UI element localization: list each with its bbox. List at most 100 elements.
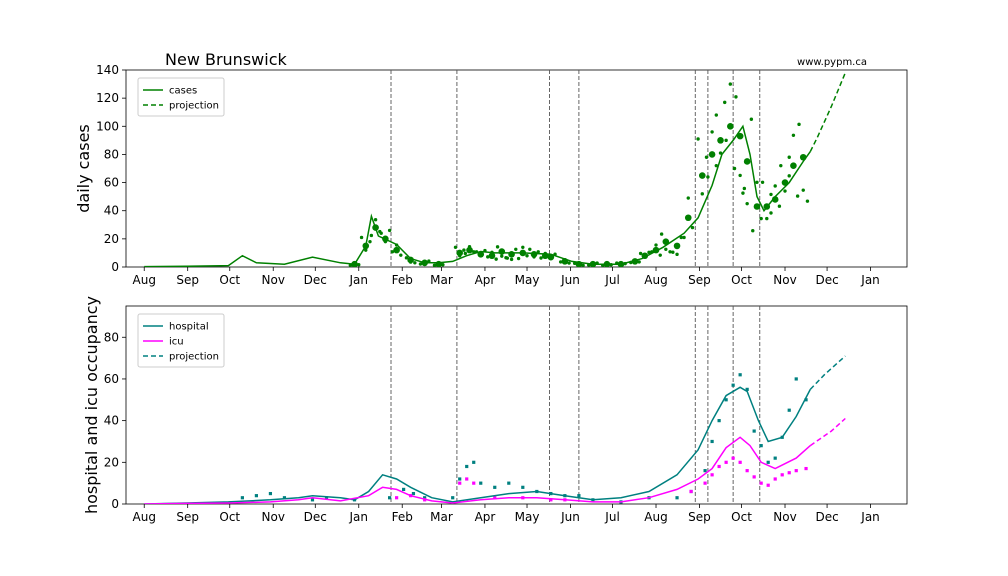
daily-case-dot: [539, 256, 543, 260]
icu-dot: [710, 473, 714, 477]
daily-case-dot: [675, 252, 679, 257]
y-tick-label: 80: [104, 330, 119, 344]
daily-case-dot: [682, 235, 686, 240]
x-tick-label: Nov: [773, 510, 796, 524]
icu-dot: [395, 496, 399, 500]
x-tick-label: Jun: [560, 510, 580, 524]
x-tick-label: Oct: [219, 273, 240, 287]
daily-case-dot: [432, 263, 437, 267]
daily-case-dot: [751, 228, 755, 233]
daily-case-dot: [679, 235, 683, 240]
y-tick-label: 120: [96, 91, 119, 105]
weekly-case-marker: [673, 242, 681, 250]
cases-chart: 0 20 40 60 80 100 120 140 Aug Sep Oct Nov Dec Jan Feb M…: [74, 63, 908, 287]
hospital-dot: [731, 383, 735, 387]
daily-case-dot: [462, 248, 466, 252]
x-tick-label: Dec: [815, 273, 838, 287]
hospital-dot: [254, 494, 259, 498]
x-tick-label: Aug: [133, 273, 156, 287]
hospital-dot: [717, 419, 721, 423]
daily-case-dot: [704, 155, 709, 159]
hospital-dot: [804, 398, 808, 402]
hospital-dot: [423, 496, 427, 500]
series-cases: [144, 124, 811, 267]
x-tick-label: Dec: [304, 273, 327, 287]
daily-case-dot: [741, 191, 745, 195]
x-tick-label: Dec: [815, 510, 838, 524]
x-tick-label: Jul: [604, 273, 619, 287]
plot-area: [144, 72, 846, 267]
icu-dot: [745, 469, 749, 473]
daily-case-dot: [364, 248, 368, 252]
daily-case-dot: [528, 247, 532, 251]
icu-dot: [738, 460, 742, 464]
daily-case-dot: [427, 259, 431, 263]
daily-case-dot: [734, 95, 738, 99]
x-tick-label: Sep: [176, 510, 199, 524]
daily-case-dot: [659, 232, 664, 236]
hospital-dot: [675, 496, 679, 500]
hospital-dot: [794, 377, 798, 381]
source-label: www.pypm.ca: [797, 57, 867, 68]
daily-case-dot: [742, 186, 747, 191]
daily-case-dot: [390, 250, 395, 254]
weekly-case-marker: [727, 122, 734, 130]
daily-case-dot: [373, 218, 378, 222]
daily-case-dot: [500, 254, 504, 258]
hospital-dot: [388, 496, 392, 500]
plot-frame: [125, 305, 908, 505]
x-tick-label: Nov: [262, 510, 285, 524]
hospital-dot: [703, 469, 707, 473]
occupancy-chart: 0 20 40 60 80 Aug Sep Oct Nov Dec Jan Feb Mar Apr May J…: [82, 296, 908, 524]
daily-case-dot: [379, 231, 383, 235]
hospital-dot: [402, 487, 406, 492]
x-tick-label: May: [515, 273, 540, 287]
legend-label: hospital: [169, 322, 209, 333]
weekly-case-marker: [684, 214, 692, 222]
icu-dot: [794, 469, 798, 473]
daily-case-dot: [791, 133, 796, 137]
x-tick-label: Dec: [304, 510, 327, 524]
daily-case-dot: [769, 192, 773, 197]
daily-case-dot: [418, 262, 423, 266]
daily-case-dot: [690, 225, 695, 230]
series-projection: [809, 355, 846, 390]
daily-case-dot: [724, 138, 728, 143]
daily-case-dot: [765, 216, 769, 221]
daily-case-dot: [797, 122, 801, 127]
daily-case-dot: [714, 163, 719, 168]
daily-case-dot: [795, 194, 800, 198]
x-tick-label: Mar: [430, 273, 453, 287]
y-tick-label: 60: [104, 176, 119, 190]
daily-case-dot: [509, 257, 514, 262]
hospital-dot: [479, 481, 483, 485]
daily-case-dot: [783, 189, 787, 193]
x-tick-label: Jan: [860, 273, 880, 287]
icu-dot: [458, 481, 462, 485]
daily-case-dot: [399, 253, 403, 257]
daily-case-dot: [745, 201, 749, 206]
hospital-dot: [310, 498, 315, 502]
weekly-case-marker: [508, 251, 515, 258]
plot-area: [144, 355, 846, 504]
daily-case-dot: [759, 216, 763, 221]
y-tick-label: 100: [96, 119, 119, 133]
daily-case-dot: [777, 204, 782, 208]
hospital-dot: [451, 496, 455, 500]
weekly-case-marker: [753, 203, 761, 210]
daily-case-dot: [700, 192, 704, 196]
hospital-dot: [324, 496, 329, 500]
daily-case-dot: [714, 113, 719, 117]
y-tick-label: 20: [104, 455, 119, 469]
hospital-dot: [745, 387, 749, 391]
daily-case-dot: [514, 247, 518, 251]
weekly-case-marker: [662, 238, 670, 245]
daily-case-dot: [773, 184, 777, 188]
hospital-dot: [766, 460, 770, 464]
daily-case-dot: [581, 263, 585, 267]
daily-case-dot: [387, 228, 392, 233]
daily-case-dot: [801, 188, 805, 192]
icu-dot: [787, 471, 791, 475]
x-tick-label: Jun: [560, 273, 580, 287]
icu-dot: [731, 456, 735, 460]
